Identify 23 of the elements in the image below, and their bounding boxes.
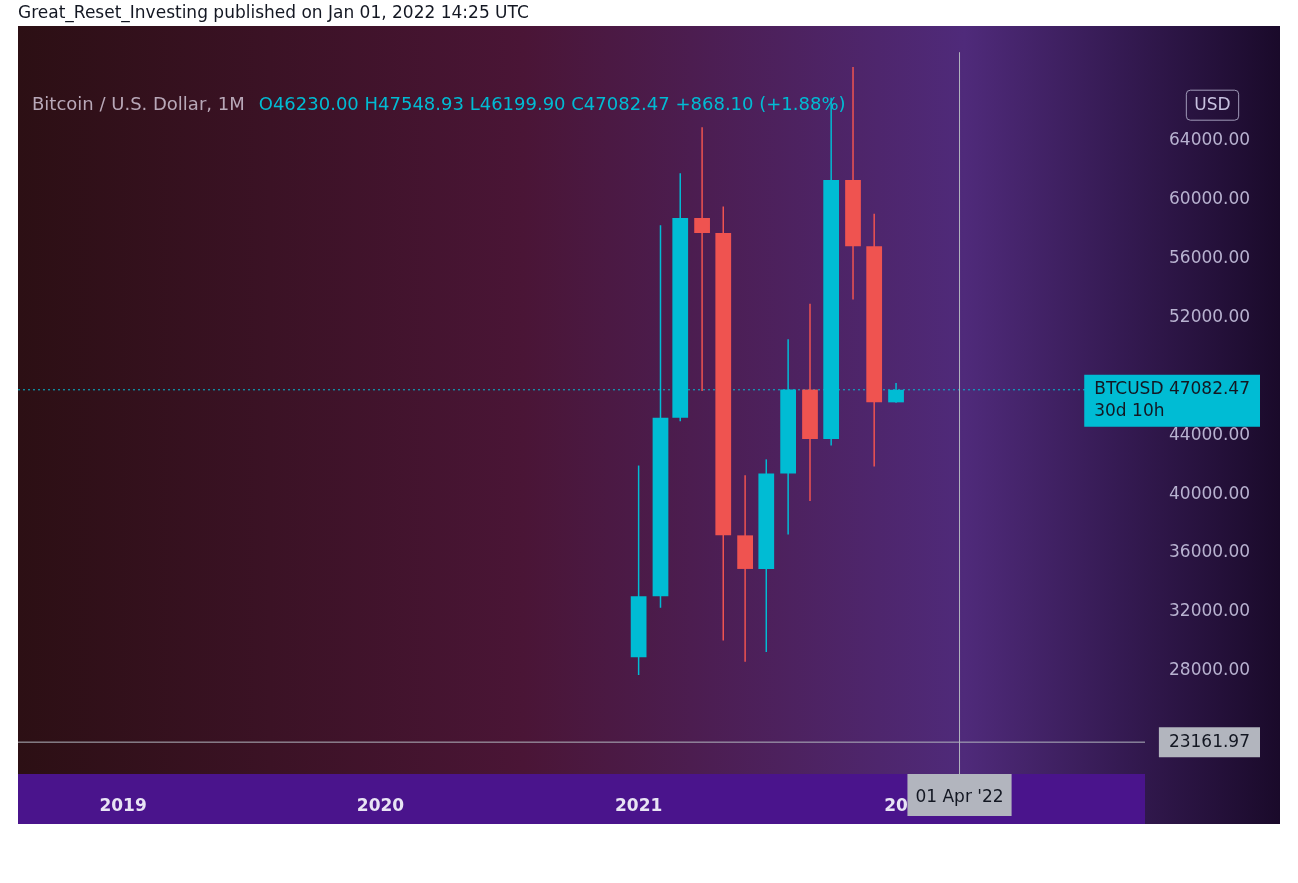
y-tick-label: 32000.00	[1169, 600, 1251, 621]
y-tick-label: 60000.00	[1169, 187, 1251, 208]
candlestick	[694, 127, 710, 391]
x-tick-label: 2020	[356, 794, 405, 815]
ref-line-label: BTCUSD 47082.47 30d 10h	[1094, 378, 1250, 421]
y-tick-label: 28000.00	[1169, 659, 1251, 680]
text: Bitcoin / U.S. Dollar, 1M	[32, 92, 245, 114]
y-tick-label: 40000.00	[1169, 482, 1251, 503]
y-tick-label: 52000.00	[1169, 305, 1251, 326]
x-tick-label: 20	[884, 794, 909, 815]
text: Great_Reset_Investing published on Jan 01, 2022 14:25 UTC	[18, 1, 529, 23]
y-tick-label: 36000.00	[1169, 541, 1251, 562]
x-tick-label: 2021	[614, 794, 663, 815]
y-axis-title: USD	[1194, 93, 1231, 114]
y-tick-label: 56000.00	[1169, 246, 1251, 267]
ref-line-label: 23161.97	[1168, 730, 1251, 751]
y-tick-label: 64000.00	[1169, 129, 1251, 150]
candlestick	[845, 66, 861, 300]
y-tick-label: 44000.00	[1169, 423, 1251, 444]
x-tick-label: 2019	[99, 794, 147, 815]
candlestick	[802, 303, 818, 501]
candlestick	[737, 475, 753, 662]
ref-line-label: 01 Apr '22	[915, 786, 1004, 807]
